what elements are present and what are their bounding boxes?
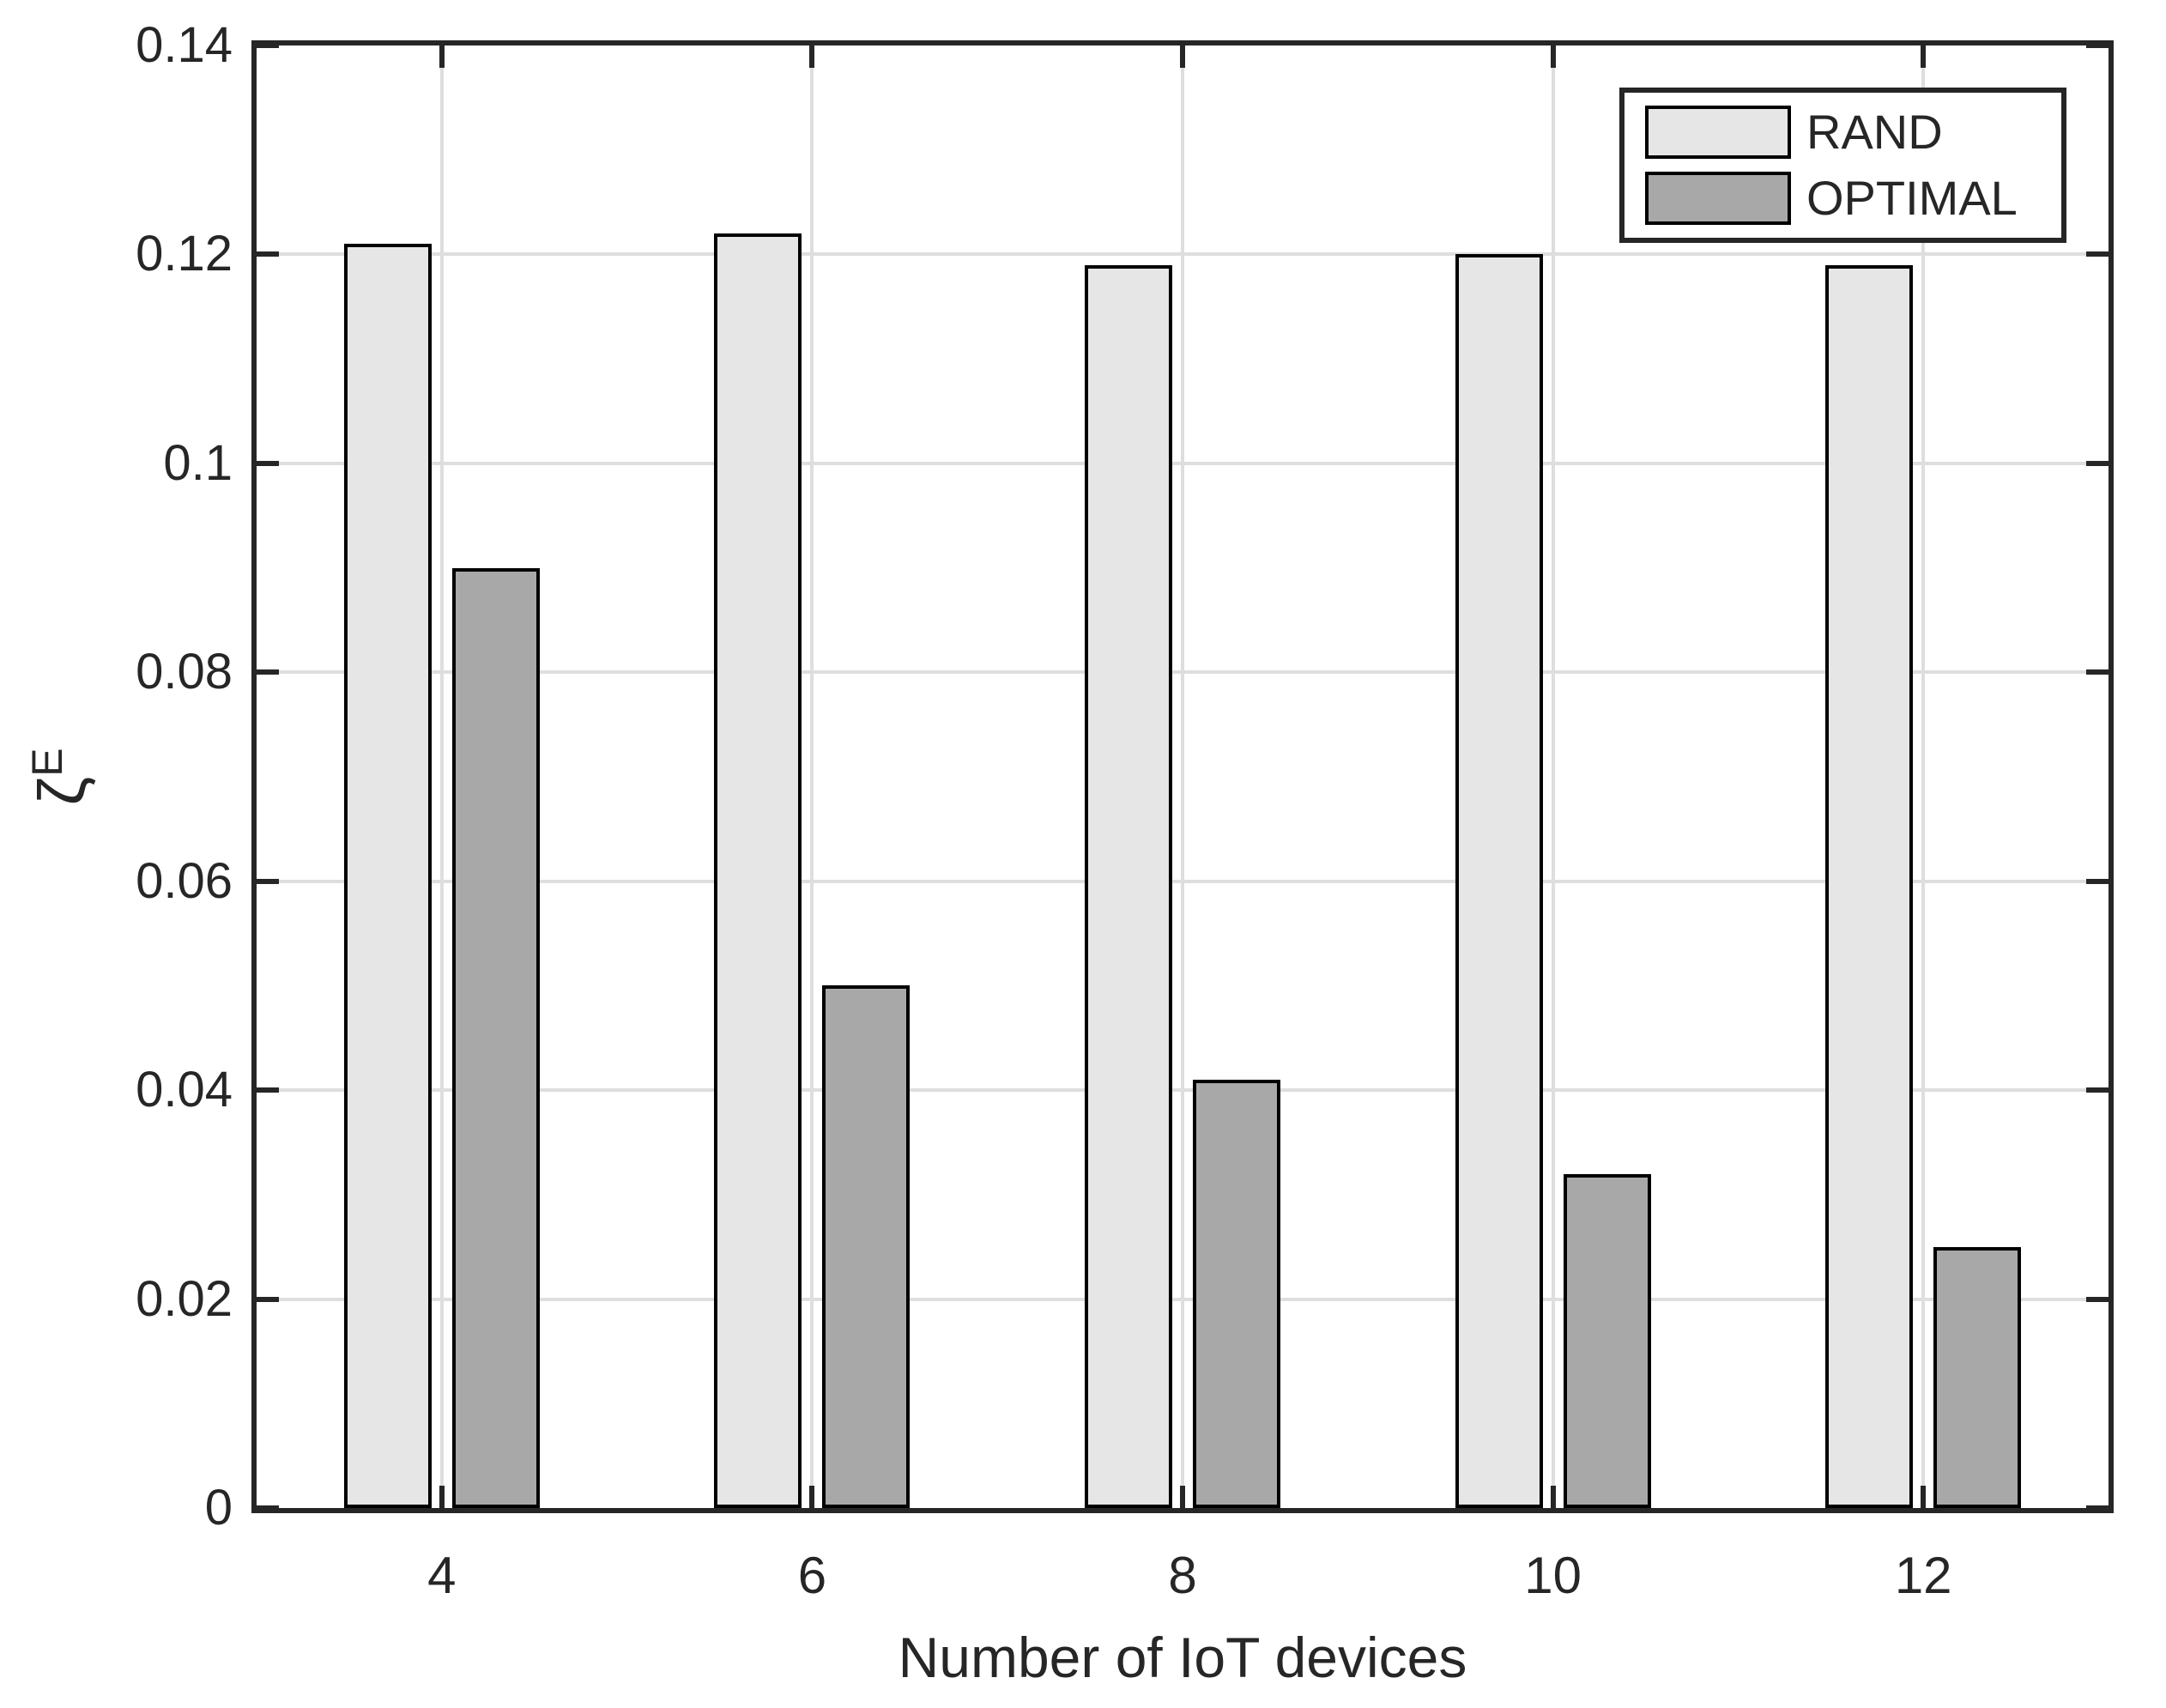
x-tick-label: 12 bbox=[1894, 1547, 1952, 1604]
y-tick-mark-right bbox=[2086, 43, 2109, 48]
y-tick-label: 0.12 bbox=[136, 226, 233, 282]
bar-rand-12 bbox=[1825, 265, 1914, 1508]
bar-optimal-8 bbox=[1193, 1080, 1280, 1508]
y-tick-label: 0 bbox=[204, 1480, 233, 1535]
y-tick-mark-right bbox=[2086, 669, 2109, 675]
bar-rand-10 bbox=[1455, 254, 1543, 1508]
bar-optimal-6 bbox=[822, 985, 911, 1508]
legend-label-rand: RAND bbox=[1806, 105, 1943, 159]
x-tick-mark-top bbox=[1921, 45, 1927, 68]
x-tick-mark-top bbox=[439, 45, 445, 68]
y-axis-label: ζE bbox=[15, 748, 99, 806]
y-tick-label: 0.08 bbox=[136, 644, 233, 700]
bar-rand-8 bbox=[1085, 265, 1172, 1508]
x-tick-label: 6 bbox=[797, 1547, 827, 1604]
y-tick-mark-left bbox=[257, 878, 279, 884]
y-tick-mark-right bbox=[2086, 251, 2109, 257]
y-tick-mark-left bbox=[257, 1087, 279, 1093]
x-tick-mark-top bbox=[1550, 45, 1556, 68]
x-gridline bbox=[1181, 45, 1184, 1508]
x-gridline bbox=[810, 45, 814, 1508]
y-tick-label: 0.02 bbox=[136, 1270, 233, 1327]
bar-optimal-12 bbox=[1933, 1247, 2022, 1508]
x-tick-mark-bottom bbox=[1921, 1486, 1927, 1508]
bar-optimal-10 bbox=[1563, 1174, 1651, 1508]
y-tick-mark-right bbox=[2086, 878, 2109, 884]
x-gridline bbox=[439, 45, 444, 1508]
plot-area: RAND OPTIMAL bbox=[251, 40, 2114, 1513]
x-gridline bbox=[1921, 45, 1926, 1508]
y-axis-superscript: E bbox=[22, 748, 71, 777]
legend: RAND OPTIMAL bbox=[1619, 88, 2066, 243]
y-tick-mark-right bbox=[2086, 1296, 2109, 1302]
bar-optimal-4 bbox=[451, 568, 540, 1508]
y-tick-mark-left bbox=[257, 460, 279, 466]
legend-swatch-rand bbox=[1645, 106, 1791, 159]
x-tick-mark-bottom bbox=[1550, 1486, 1556, 1508]
bar-rand-6 bbox=[714, 233, 802, 1508]
x-tick-mark-bottom bbox=[439, 1486, 445, 1508]
y-tick-mark-right bbox=[2086, 460, 2109, 466]
bar-rand-4 bbox=[343, 244, 432, 1508]
y-tick-mark-left bbox=[257, 1296, 279, 1302]
x-tick-mark-top bbox=[809, 45, 815, 68]
x-axis-label: Number of IoT devices bbox=[898, 1626, 1467, 1689]
y-tick-mark-right bbox=[2086, 1087, 2109, 1093]
x-tick-label: 10 bbox=[1524, 1547, 1582, 1604]
legend-swatch-optimal bbox=[1645, 172, 1791, 225]
y-tick-label: 0.14 bbox=[136, 17, 233, 73]
x-tick-mark-bottom bbox=[1180, 1486, 1185, 1508]
y-tick-mark-left bbox=[257, 251, 279, 257]
x-tick-label: 4 bbox=[427, 1547, 457, 1604]
legend-entry-rand: RAND bbox=[1624, 106, 2061, 159]
y-tick-label: 0.04 bbox=[136, 1062, 233, 1118]
y-tick-mark-left bbox=[257, 669, 279, 675]
x-gridline bbox=[1551, 45, 1555, 1508]
y-tick-mark-left bbox=[257, 1505, 279, 1511]
y-tick-label: 0.06 bbox=[136, 852, 233, 909]
x-tick-mark-top bbox=[1180, 45, 1185, 68]
x-tick-label: 8 bbox=[1168, 1547, 1197, 1604]
legend-label-optimal: OPTIMAL bbox=[1806, 171, 2018, 225]
y-tick-mark-right bbox=[2086, 1505, 2109, 1511]
y-axis-symbol: ζ bbox=[26, 776, 100, 806]
y-tick-mark-left bbox=[257, 43, 279, 48]
legend-entry-optimal: OPTIMAL bbox=[1624, 172, 2061, 225]
y-tick-label: 0.1 bbox=[163, 434, 233, 491]
x-tick-mark-bottom bbox=[809, 1486, 815, 1508]
